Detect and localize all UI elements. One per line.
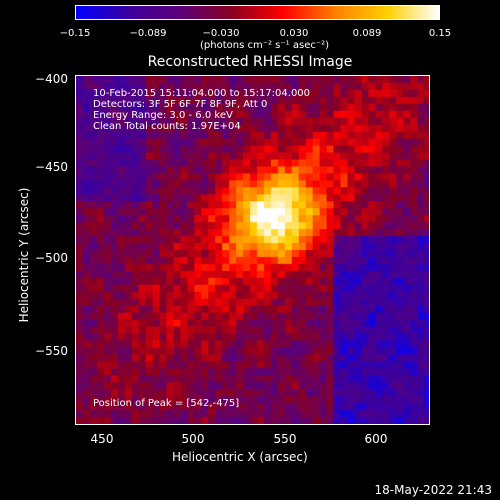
- colorbar-unit-label: (photons cm⁻² s⁻¹ asec⁻²): [200, 40, 330, 51]
- plot-area: [75, 75, 430, 425]
- x-tick-label: 450: [90, 432, 114, 446]
- timestamp: 18-May-2022 21:43: [374, 483, 492, 497]
- y-tick-label: −400: [35, 72, 68, 86]
- colorbar-tick: −0.15: [59, 28, 91, 39]
- x-tick-label: 500: [181, 432, 205, 446]
- y-axis-label: Heliocentric Y (arcsec): [17, 187, 31, 323]
- colorbar-tick: −0.089: [129, 28, 167, 39]
- heatmap-image: [76, 76, 429, 424]
- peak-position-label: Position of Peak = [542,-475]: [93, 398, 240, 409]
- y-tick-label: −550: [35, 344, 68, 358]
- y-tick-label: −500: [35, 251, 68, 265]
- energy-range-label: Energy Range: 3.0 - 6.0 keV: [93, 110, 233, 121]
- colorbar-tick: 0.089: [352, 28, 382, 39]
- colorbar: [75, 5, 440, 20]
- x-axis-label: Heliocentric X (arcsec): [172, 450, 308, 464]
- chart-title: Reconstructed RHESSI Image: [147, 54, 353, 70]
- x-tick-label: 550: [273, 432, 297, 446]
- time-range-label: 10-Feb-2015 15:11:04.000 to 15:17:04.000: [93, 88, 311, 99]
- detectors-label: Detectors: 3F 5F 6F 7F 8F 9F, Att 0: [93, 99, 268, 110]
- colorbar-tick: 0.030: [279, 28, 309, 39]
- x-tick-label: 600: [364, 432, 388, 446]
- y-tick-label: −450: [35, 160, 68, 174]
- colorbar-tick: 0.15: [428, 28, 452, 39]
- clean-counts-label: Clean Total counts: 1.97E+04: [93, 121, 241, 132]
- colorbar-tick: −0.030: [202, 28, 240, 39]
